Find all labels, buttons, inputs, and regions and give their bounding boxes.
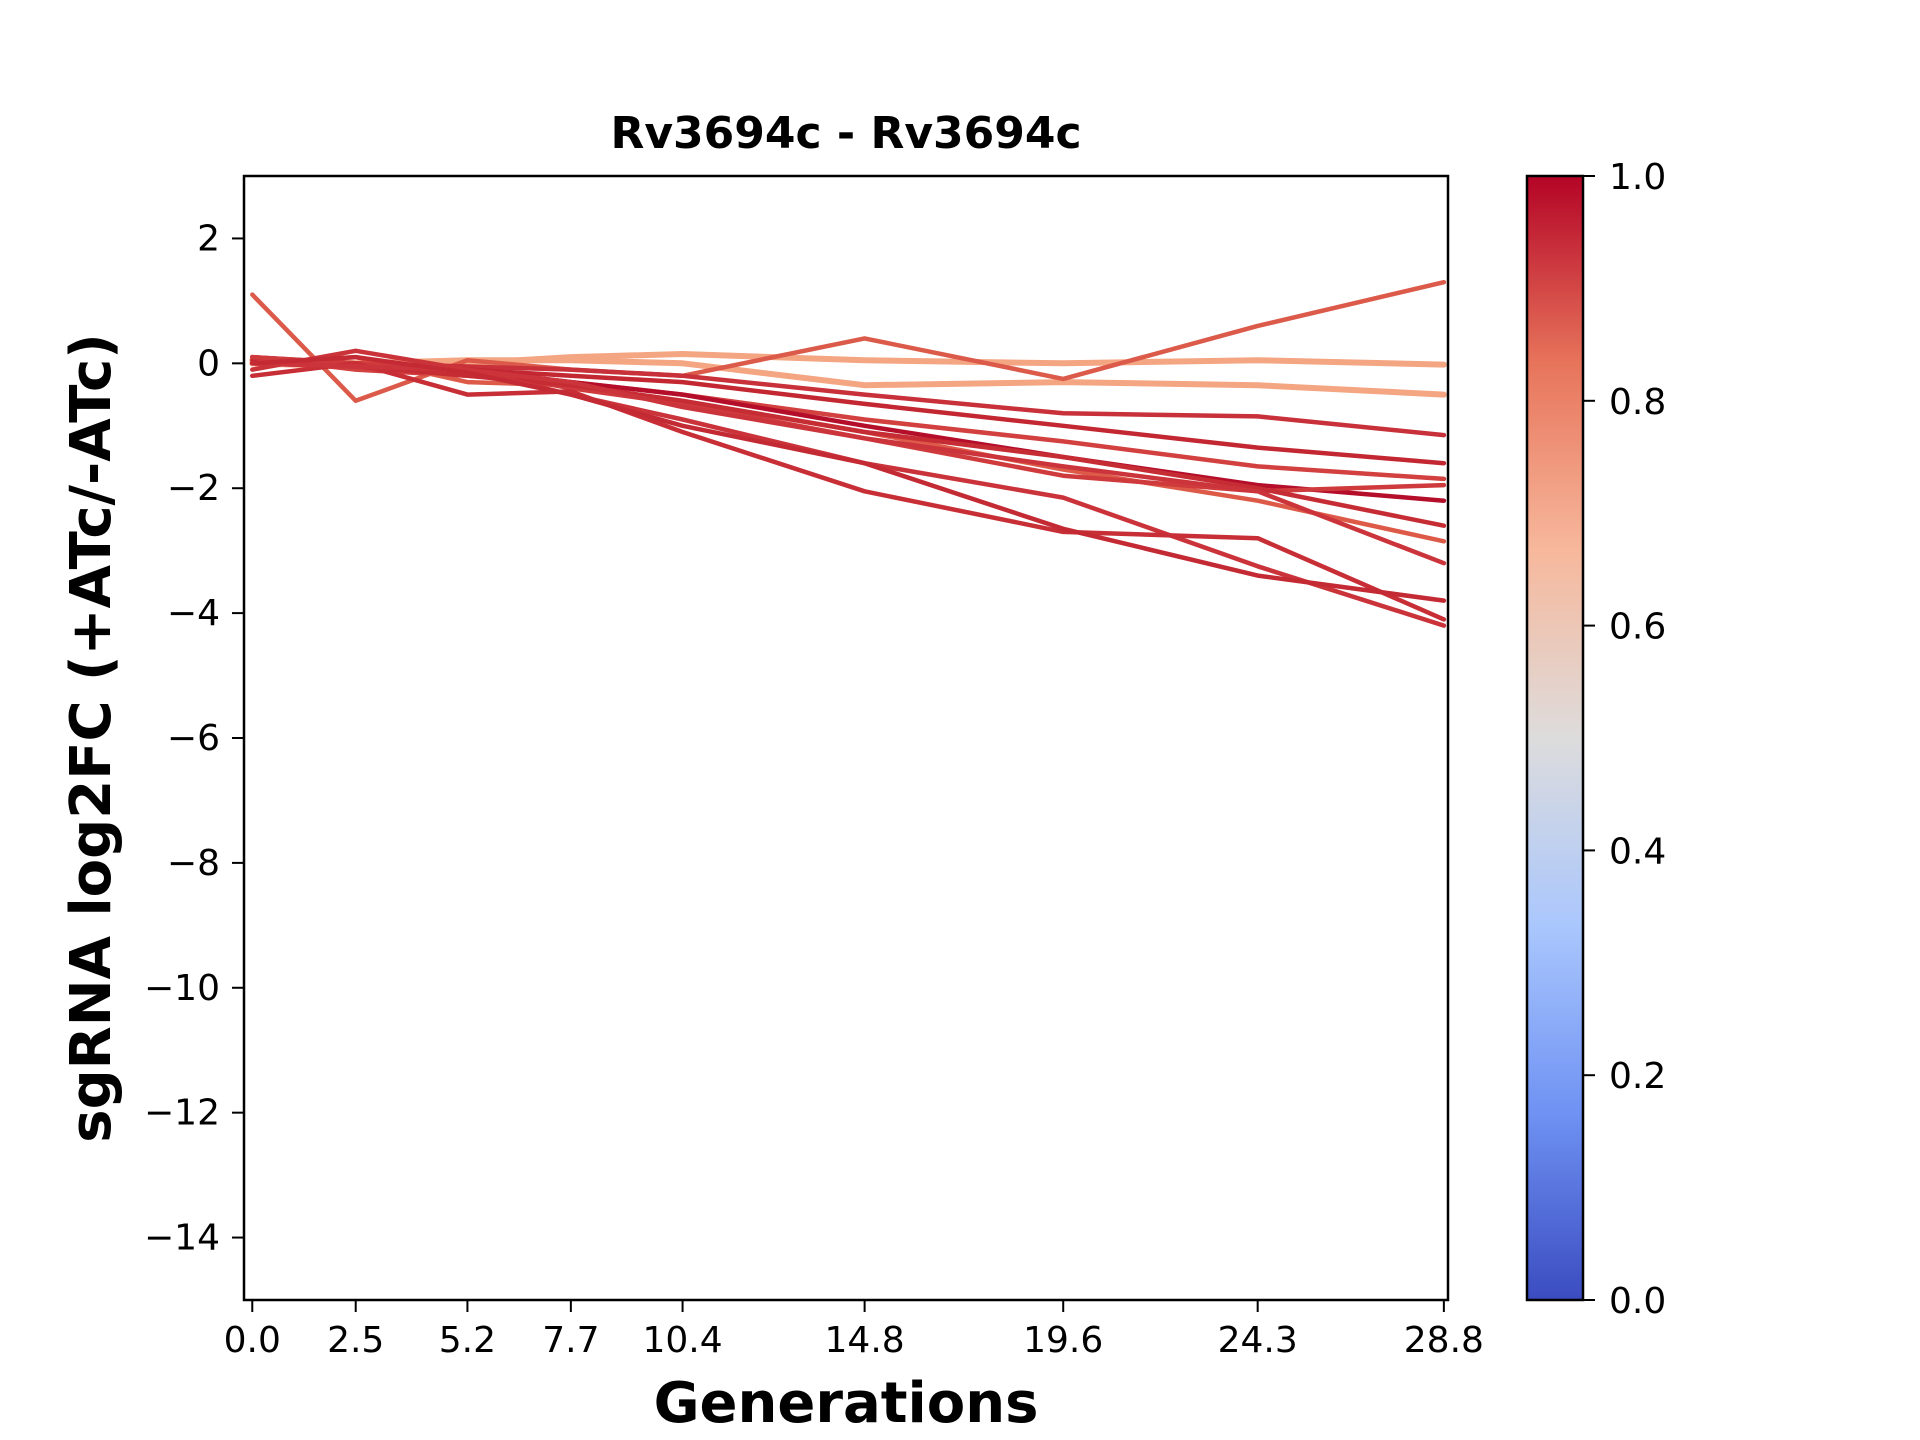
- x-tick-label: 19.6: [1023, 1320, 1103, 1361]
- x-tick-label: 2.5: [327, 1320, 384, 1361]
- colorbar-tick-label: 0.4: [1609, 831, 1666, 872]
- colorbar-tick-label: 0.2: [1609, 1056, 1666, 1097]
- y-tick-label: 2: [197, 218, 220, 259]
- y-tick-label: −4: [167, 593, 220, 634]
- colorbar-tick-label: 0.6: [1609, 607, 1666, 648]
- x-tick-label: 14.8: [825, 1320, 905, 1361]
- x-tick-label: 0.0: [224, 1320, 281, 1361]
- colorbar-tick-label: 1.0: [1609, 157, 1666, 198]
- y-tick-label: 0: [197, 343, 220, 384]
- y-axis: 2 0 −2 −4 −6 −8 −10 −12 −14: [144, 218, 244, 1259]
- x-tick-label: 28.8: [1404, 1320, 1484, 1361]
- series-line-13: [250, 361, 1447, 566]
- series-line-11: [250, 348, 1447, 628]
- y-tick-label: −6: [167, 718, 220, 759]
- x-tick-label: 5.2: [439, 1320, 496, 1361]
- colorbar-tick-label: 0.8: [1609, 382, 1666, 423]
- series-line-14: [250, 354, 1447, 603]
- series-line-12: [250, 361, 1447, 622]
- colorbar: [1525, 174, 1585, 1302]
- chart-title: Rv3694c - Rv3694c: [610, 108, 1081, 159]
- x-tick-label: 7.7: [542, 1320, 599, 1361]
- y-tick-label: −8: [167, 843, 220, 884]
- y-axis-label: sgRNA log2FC (+ATc/-ATc): [59, 333, 124, 1143]
- x-axis: 0.0 2.5 5.2 7.7 10.4 14.8 19.6 24.3 28.8: [224, 1300, 1484, 1361]
- y-tick-label: −14: [144, 1218, 220, 1259]
- colorbar-tick-label: 0.0: [1609, 1281, 1666, 1322]
- series-layer: [249, 279, 1447, 628]
- colorbar-axis: 0.0 0.2 0.4 0.6 0.8 1.0: [1583, 157, 1666, 1322]
- x-tick-label: 10.4: [642, 1320, 722, 1361]
- x-axis-label: Generations: [654, 1371, 1039, 1436]
- y-tick-label: −12: [144, 1093, 220, 1134]
- x-tick-label: 24.3: [1218, 1320, 1298, 1361]
- y-tick-label: −2: [167, 468, 220, 509]
- plot-background: [244, 176, 1448, 1300]
- y-tick-label: −10: [144, 968, 220, 1009]
